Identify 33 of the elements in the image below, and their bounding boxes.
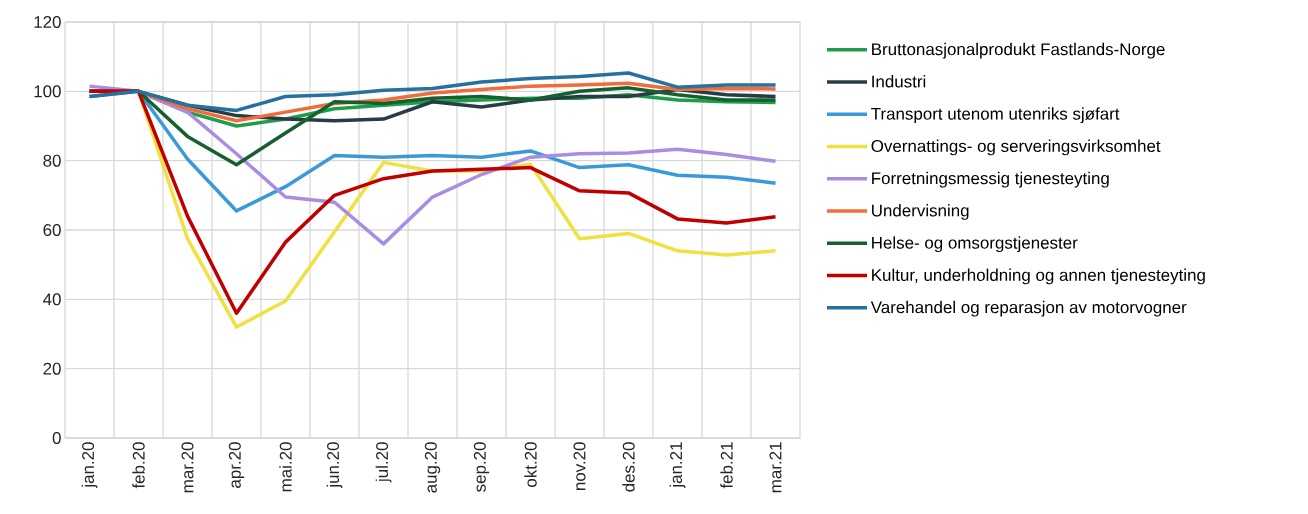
x-tick-label: feb.21: [720, 442, 733, 489]
y-tick-label: 80: [43, 154, 61, 167]
line-series: [87, 71, 778, 113]
x-tick-label: jul.20: [375, 442, 392, 483]
y-tick-label: 0: [52, 432, 61, 444]
y-tick-label: 40: [43, 293, 61, 306]
y-tick-label: 100: [34, 85, 61, 98]
x-tick-label: nov.20: [573, 442, 586, 490]
legend-label: Undervisning: [872, 204, 969, 220]
legend-label: Industri: [872, 75, 926, 88]
y-tick-label: 120: [34, 16, 61, 28]
x-tick-label: mai.20: [279, 442, 292, 492]
x-tick-label: sep.20: [473, 442, 490, 492]
y-tick-label: 20: [43, 362, 61, 375]
x-tick-label: jan.21: [669, 442, 686, 489]
legend-label: Forretningsmessig tjenesteyting: [872, 171, 1109, 188]
y-tick-label: 60: [43, 224, 61, 236]
x-tick-label: des.20: [622, 442, 635, 492]
x-tick-label: mar.21: [769, 442, 782, 493]
x-tick-label: feb.20: [132, 442, 145, 489]
legend-label: Overnattings- og serveringsvirksomhet: [871, 139, 1161, 156]
legend-label: Varehandel og reparasjon av motorvogner: [870, 300, 1187, 317]
x-tick-label: apr.20: [228, 442, 245, 488]
legend-label: Kultur, underholdning og annen tjenesteyting: [872, 268, 1205, 285]
x-tick-label: jan.20: [81, 442, 98, 489]
legend-label: Transport utenom utenriks sjøfart: [871, 107, 1120, 124]
x-tick-label: okt.20: [524, 442, 537, 487]
legend-label: Helse- og omsorgstjenester: [872, 236, 1078, 253]
x-tick-label: aug.20: [424, 442, 441, 493]
legend-label: Bruttonasjonalprodukt Fastlands-Norge: [872, 42, 1165, 59]
x-tick-label: jun.20: [326, 442, 343, 489]
x-tick-label: mar.20: [181, 442, 194, 493]
line-series: [87, 84, 778, 246]
